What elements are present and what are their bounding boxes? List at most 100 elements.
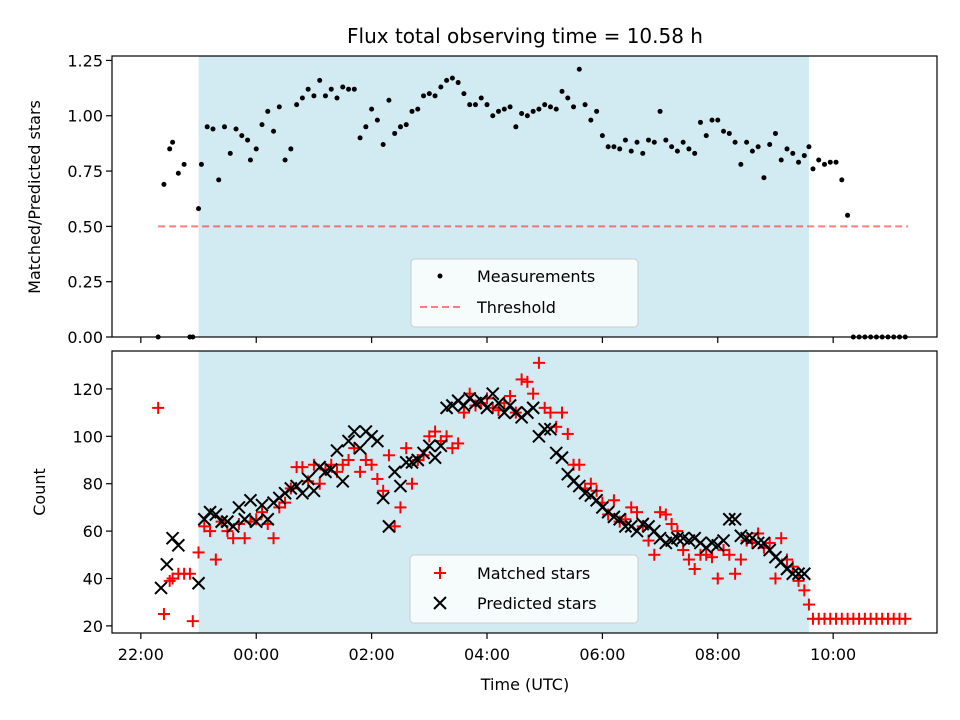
matched-star-point	[388, 520, 401, 533]
predicted-star-stroke	[607, 510, 621, 524]
measurement-point	[299, 95, 305, 101]
measurement-point	[392, 130, 398, 136]
predicted-star-stroke	[399, 455, 413, 470]
measurement-point	[282, 157, 288, 163]
predicted-star-stroke	[209, 507, 223, 522]
matched-star-point	[365, 458, 378, 471]
matched-star-point	[723, 548, 736, 561]
matched-star-point	[769, 572, 782, 585]
predicted-star-point	[751, 536, 765, 550]
legend-threshold-label: Threshold	[476, 298, 556, 317]
matched-star-point	[899, 612, 912, 625]
predicted-star-stroke	[387, 465, 402, 479]
measurement-point	[822, 161, 827, 167]
bottom-legend: Matched stars Predicted stars	[409, 554, 639, 624]
predicted-star-stroke	[422, 439, 437, 453]
measurement-point	[806, 144, 812, 150]
measurement-point	[767, 142, 773, 148]
measurement-point	[553, 106, 559, 112]
measurement-point	[755, 144, 761, 150]
predicted-star-stroke	[589, 493, 604, 508]
predicted-star-stroke	[237, 512, 252, 526]
predicted-star-stroke	[255, 498, 269, 512]
predicted-star-point	[555, 450, 569, 465]
predicted-star-stroke	[636, 517, 650, 531]
predicted-star-point	[387, 465, 402, 479]
predicted-star-point	[330, 443, 344, 458]
predicted-star-point	[791, 567, 806, 581]
measurement-point	[565, 95, 571, 101]
measurement-point	[369, 106, 375, 112]
predicted-star-point	[255, 498, 269, 512]
measurement-point	[827, 159, 833, 165]
measurement-point	[839, 177, 845, 183]
matched-star-point	[734, 553, 747, 566]
measurement-point	[239, 133, 245, 139]
predicted-star-point	[295, 486, 310, 500]
measurement-point	[674, 148, 680, 154]
measurement-point	[703, 133, 709, 139]
measurement-point	[386, 97, 392, 103]
predicted-star-stroke	[301, 472, 315, 486]
predicted-star-stroke	[324, 462, 338, 477]
measurement-point	[744, 139, 750, 145]
measurement-point	[810, 166, 816, 172]
measurement-point	[845, 212, 851, 218]
matched-star-point	[700, 548, 713, 561]
bottom-marks-layer	[152, 356, 912, 628]
top-y-tick-label: 0.50	[67, 217, 103, 236]
measurement-point	[628, 148, 634, 154]
predicted-star-stroke	[154, 581, 168, 595]
matched-star-point	[238, 532, 251, 545]
measurement-point	[245, 137, 251, 143]
predicted-star-point	[191, 576, 206, 590]
measurement-point	[322, 93, 328, 99]
measurement-point	[397, 124, 403, 130]
measurement-point	[363, 124, 369, 130]
measurement-point	[507, 104, 513, 110]
measurement-point	[288, 146, 294, 152]
top-y-tick-label: 1.00	[67, 107, 103, 126]
matched-star-point	[619, 513, 632, 526]
predicted-star-stroke	[526, 401, 540, 415]
predicted-star-stroke	[705, 536, 719, 550]
top-y-axis-label: Matched/Predicted stars	[25, 100, 44, 294]
measurement-point	[749, 148, 755, 154]
measurement-point	[227, 150, 233, 156]
predicted-star-point	[526, 401, 540, 415]
predicted-star-stroke	[572, 479, 587, 493]
matched-star-point	[457, 406, 470, 419]
predicted-star-stroke	[716, 533, 731, 548]
predicted-star-stroke	[578, 486, 592, 500]
predicted-star-stroke	[261, 512, 275, 526]
matched-star-point	[607, 494, 620, 507]
measurement-point	[334, 95, 340, 101]
predicted-star-stroke	[728, 512, 742, 526]
predicted-star-stroke	[774, 555, 788, 569]
predicted-star-point	[353, 441, 367, 455]
predicted-star-point	[370, 434, 385, 448]
measurement-point	[772, 130, 778, 136]
predicted-star-stroke	[165, 531, 180, 545]
predicted-star-stroke	[757, 536, 771, 550]
measurement-point	[761, 175, 767, 181]
measurement-point	[196, 206, 202, 212]
matched-star-point	[204, 525, 217, 538]
measurement-point	[409, 108, 415, 114]
matched-star-point	[654, 506, 667, 519]
matched-star-point	[157, 608, 170, 621]
measurement-point	[588, 117, 594, 123]
measurement-point	[576, 66, 582, 72]
predicted-star-point	[154, 581, 168, 595]
predicted-star-stroke	[376, 491, 390, 505]
predicted-star-stroke	[336, 474, 350, 489]
predicted-star-stroke	[171, 538, 186, 553]
measurement-point	[380, 142, 386, 148]
matched-star-point	[163, 574, 176, 587]
measurement-point	[646, 137, 652, 143]
top-panel: 0.00 0.25 0.50 0.75 1.00 1.25 Matched/Predict…	[25, 51, 938, 347]
measurement-point	[421, 93, 427, 99]
matched-star-point	[561, 427, 574, 440]
matched-star-point	[371, 472, 384, 485]
predicted-star-stroke	[214, 514, 229, 529]
